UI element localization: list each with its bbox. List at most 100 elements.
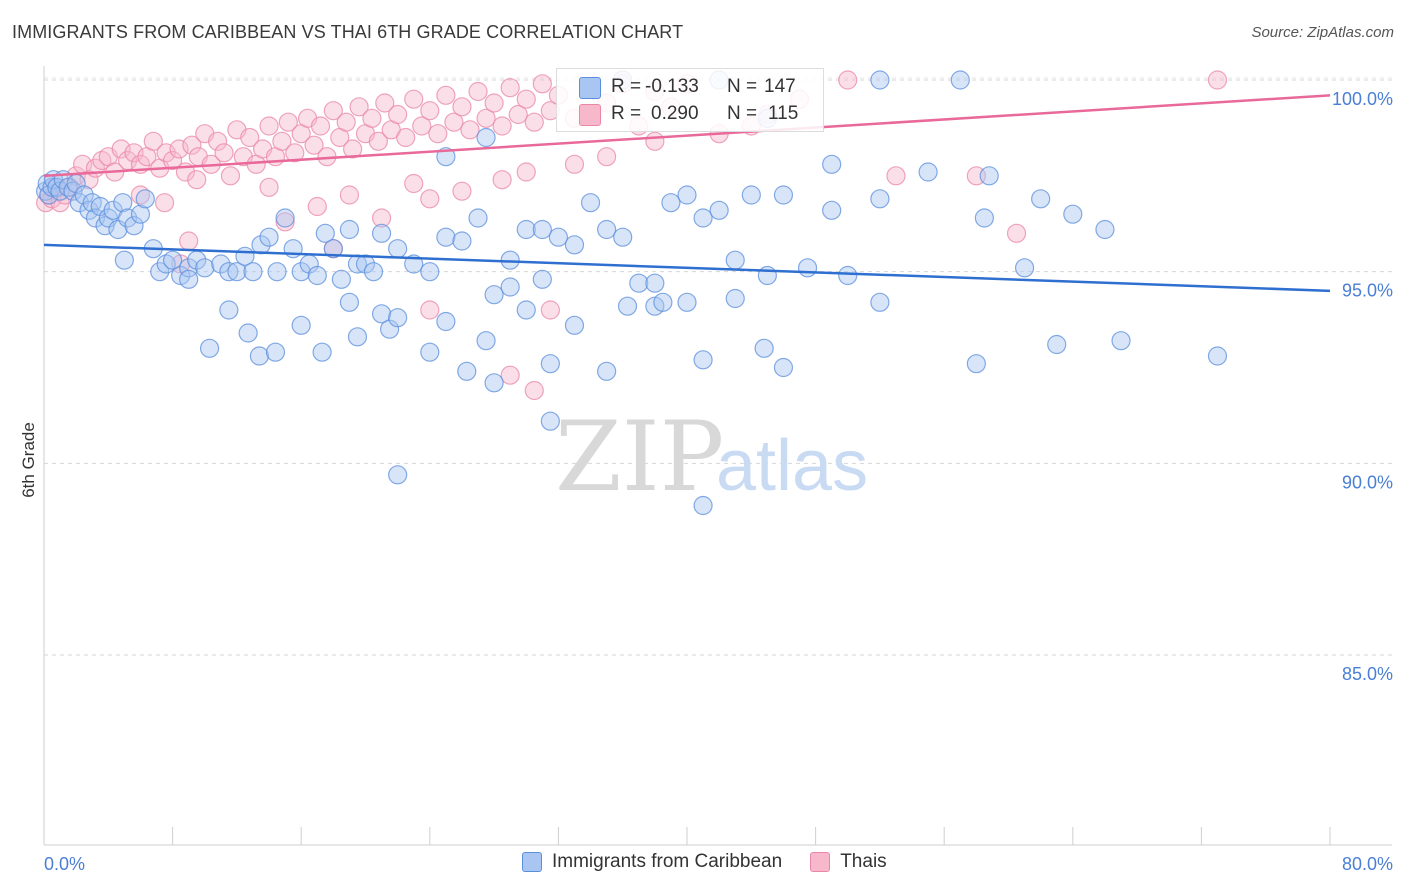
caribbean-point bbox=[130, 204, 151, 224]
legend-swatch-caribbean bbox=[522, 852, 542, 872]
thais-point bbox=[339, 185, 360, 205]
thais-point bbox=[428, 124, 448, 144]
caribbean-point bbox=[163, 250, 183, 270]
caribbean-point bbox=[355, 254, 376, 274]
caribbean-points bbox=[36, 70, 1228, 516]
thais-point bbox=[597, 147, 617, 167]
pink-r-value: 0.290 bbox=[651, 103, 699, 124]
thais-point bbox=[179, 231, 199, 251]
caribbean-point bbox=[532, 269, 552, 289]
caribbean-point bbox=[950, 70, 970, 90]
thais-point bbox=[1207, 70, 1228, 90]
caribbean-point bbox=[135, 189, 155, 209]
caribbean-point bbox=[265, 342, 286, 362]
caribbean-point bbox=[195, 258, 215, 278]
legend-swatch-thais bbox=[810, 852, 831, 872]
caribbean-point bbox=[291, 262, 311, 282]
caribbean-point bbox=[323, 239, 343, 259]
caribbean-point bbox=[1063, 204, 1083, 224]
thais-point bbox=[220, 166, 241, 186]
caribbean-point bbox=[693, 208, 713, 228]
caribbean-point bbox=[468, 208, 488, 228]
thais-point bbox=[285, 143, 305, 163]
thais-point bbox=[540, 300, 560, 320]
legend-item-caribbean[interactable]: Immigrants from Caribbean bbox=[522, 851, 782, 873]
thais-point bbox=[143, 131, 163, 151]
thais-point bbox=[396, 127, 416, 148]
thais-point bbox=[564, 154, 585, 174]
caribbean-point bbox=[199, 338, 220, 358]
caribbean-point bbox=[238, 323, 258, 343]
caribbean-point bbox=[629, 273, 649, 293]
y-tick-label: 95.0% bbox=[1342, 281, 1393, 301]
caribbean-point bbox=[420, 342, 440, 362]
caribbean-point bbox=[1014, 258, 1035, 278]
legend-item-thais[interactable]: Thais bbox=[810, 851, 887, 873]
thais-point bbox=[371, 208, 392, 228]
thais-point bbox=[500, 365, 520, 385]
caribbean-point bbox=[1207, 346, 1228, 366]
y-tick-label: 90.0% bbox=[1342, 472, 1393, 492]
caribbean-point bbox=[516, 300, 536, 320]
thais-point bbox=[524, 112, 544, 132]
caribbean-point bbox=[179, 258, 199, 278]
caribbean-point bbox=[339, 292, 360, 312]
thais-point bbox=[375, 93, 395, 113]
caribbean-point bbox=[347, 327, 368, 347]
caribbean-point bbox=[476, 331, 496, 351]
caribbean-point bbox=[363, 262, 384, 282]
caribbean-point bbox=[113, 193, 133, 213]
caribbean-point bbox=[822, 200, 842, 220]
caribbean-trend-line bbox=[43, 243, 1331, 293]
caribbean-point bbox=[249, 346, 270, 366]
caribbean-point bbox=[757, 265, 777, 286]
thais-point bbox=[169, 139, 189, 159]
caribbean-point bbox=[773, 357, 794, 378]
thais-point bbox=[278, 112, 298, 132]
caribbean-point bbox=[754, 338, 774, 358]
thais-point bbox=[404, 89, 424, 109]
caribbean-point bbox=[500, 277, 520, 297]
thais-point bbox=[349, 97, 369, 117]
thais-point bbox=[508, 104, 528, 125]
thais-point bbox=[323, 101, 343, 121]
caribbean-point bbox=[564, 315, 585, 335]
thais-point bbox=[307, 196, 327, 217]
caribbean-point bbox=[307, 265, 327, 286]
caribbean-point bbox=[227, 262, 247, 282]
caribbean-point bbox=[516, 219, 536, 240]
caribbean-point bbox=[95, 216, 115, 236]
caribbean-point bbox=[797, 258, 818, 278]
legend-label-caribbean: Immigrants from Caribbean bbox=[552, 851, 783, 872]
thais-point bbox=[532, 74, 552, 94]
caribbean-point bbox=[822, 154, 842, 174]
y-tick-label: 85.0% bbox=[1342, 664, 1393, 684]
caribbean-point bbox=[597, 219, 617, 240]
caribbean-point bbox=[476, 127, 496, 148]
caribbean-point bbox=[653, 292, 673, 312]
caribbean-point bbox=[243, 262, 263, 282]
caribbean-point bbox=[870, 292, 890, 312]
caribbean-point bbox=[484, 373, 504, 393]
caribbean-point bbox=[661, 193, 681, 213]
caribbean-point bbox=[114, 250, 134, 270]
thais-point bbox=[187, 170, 207, 190]
caribbean-point bbox=[548, 227, 569, 247]
thais-point bbox=[838, 70, 858, 90]
thais-point bbox=[388, 104, 408, 125]
thais-point bbox=[182, 135, 202, 155]
caribbean-point bbox=[371, 304, 392, 324]
caribbean-point bbox=[677, 292, 697, 312]
caribbean-point bbox=[388, 239, 408, 259]
thais-point bbox=[240, 127, 260, 148]
caribbean-point bbox=[331, 269, 351, 289]
caribbean-point bbox=[63, 181, 83, 201]
thais-point bbox=[886, 166, 906, 186]
caribbean-point bbox=[1095, 219, 1115, 240]
caribbean-point bbox=[371, 223, 392, 243]
thais-point bbox=[484, 93, 504, 113]
caribbean-point bbox=[966, 354, 986, 374]
caribbean-point bbox=[725, 288, 745, 309]
stats-box: R = -0.133 N = 147 R = 0.290 N = 115 bbox=[556, 68, 824, 132]
thais-point bbox=[412, 116, 432, 136]
